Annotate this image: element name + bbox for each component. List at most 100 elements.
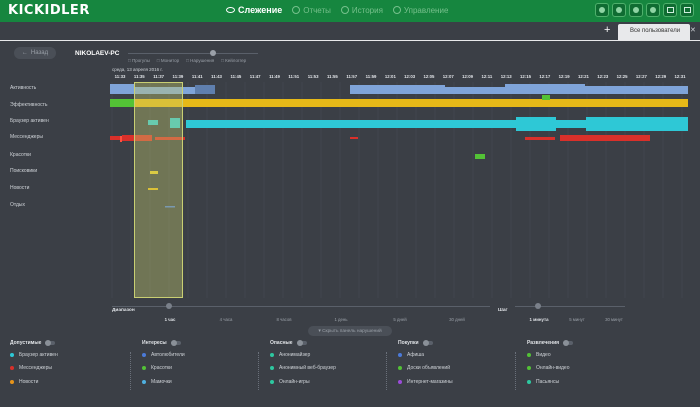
- row-label: Отдых: [10, 202, 26, 208]
- legend-item[interactable]: Видео: [527, 348, 573, 362]
- time-tick: 11:37: [153, 74, 164, 79]
- legend-color-dot: [142, 379, 146, 384]
- time-selection[interactable]: [134, 82, 183, 298]
- legend-color-dot: [527, 379, 531, 384]
- legend-item[interactable]: Красотки: [142, 362, 185, 376]
- circle-button-1[interactable]: [595, 3, 609, 17]
- legend-item[interactable]: Анонимный веб-браузер: [270, 362, 336, 376]
- filter-violations[interactable]: Нарушения: [186, 58, 214, 63]
- legend-item[interactable]: Онлайн-видео: [527, 362, 573, 376]
- pc-name: NIKOLAEV-PC: [75, 50, 120, 57]
- legend-color-dot: [270, 352, 274, 357]
- legend-group-toggle[interactable]: [563, 340, 574, 346]
- browser-bar: [148, 120, 158, 125]
- filter-absence[interactable]: Прогулы: [128, 58, 150, 63]
- legend-item-label: Мамочки: [151, 378, 172, 385]
- top-bar: KICKIDLER Слежение Отчеты История Управл…: [0, 0, 700, 22]
- nav-management[interactable]: Управление: [392, 5, 448, 15]
- tab-all-users[interactable]: Все пользователи: [618, 24, 690, 40]
- legend-group-title: Допустимые: [10, 340, 42, 346]
- circle-button-2[interactable]: [612, 3, 626, 17]
- legend-item[interactable]: Новости: [10, 375, 58, 389]
- fullscreen-button[interactable]: [680, 3, 694, 17]
- legend-item[interactable]: Интернет-магазины: [398, 375, 453, 389]
- legend-item[interactable]: Пасьянсы: [527, 375, 573, 389]
- legend-item[interactable]: Онлайн-игры: [270, 375, 336, 389]
- legend-group-title: Развлечения: [527, 340, 560, 346]
- legend-item[interactable]: Анонимайзер: [270, 348, 336, 362]
- close-tab-icon[interactable]: ✕: [690, 27, 696, 34]
- messenger-bar: [350, 137, 358, 139]
- time-tick: 12:15: [520, 74, 532, 79]
- messenger-bar: [110, 136, 122, 140]
- circle-icon: [650, 7, 656, 13]
- legend-item[interactable]: Браузер активен: [10, 348, 58, 362]
- efficiency-bar: [110, 99, 135, 107]
- legend-group: Интересы Автолюбители Красотки Мамочки: [142, 338, 185, 389]
- filter-monitor[interactable]: Монитор: [157, 58, 179, 63]
- legend-item[interactable]: Автолюбители: [142, 348, 185, 362]
- violation-marker: [120, 136, 122, 142]
- step-knob[interactable]: [535, 303, 541, 309]
- legend-color-dot: [10, 352, 14, 357]
- legend-group-toggle[interactable]: [296, 340, 307, 346]
- step-tick-1m: 1 минута: [529, 317, 549, 322]
- time-tick: 12:27: [635, 74, 647, 79]
- legend-group-header: Интересы: [142, 338, 185, 348]
- legend-separator: [258, 352, 259, 390]
- time-tick: 11:45: [230, 74, 242, 79]
- back-button[interactable]: ← Назад: [14, 47, 56, 59]
- legend-item-label: Мессенджеры: [19, 365, 52, 372]
- row-label: Мессенджеры: [10, 134, 43, 140]
- legend-group-toggle[interactable]: [422, 340, 433, 346]
- browser-bar: [516, 117, 556, 131]
- legend-item[interactable]: Мамочки: [142, 375, 185, 389]
- step-label: Шаг: [498, 308, 508, 313]
- search-bar: [150, 171, 158, 174]
- legend-item[interactable]: Афиша: [398, 348, 453, 362]
- step-slider[interactable]: [515, 306, 625, 307]
- legend-group-toggle[interactable]: [170, 340, 181, 346]
- legend-item-label: Анонимный веб-браузер: [279, 365, 336, 372]
- chart-icon: [292, 6, 301, 14]
- legend-color-dot: [270, 379, 274, 384]
- nav-reports[interactable]: Отчеты: [292, 5, 331, 15]
- time-tick: 12:31: [674, 74, 686, 79]
- activity-bar: [585, 86, 688, 94]
- legend-item-label: Браузер активен: [19, 351, 58, 358]
- time-tick: 11:57: [346, 74, 358, 79]
- activity-bar: [505, 84, 585, 94]
- legend-item-label: Онлайн-игры: [279, 378, 310, 385]
- circle-icon: [616, 7, 622, 13]
- range-slider[interactable]: [112, 306, 490, 307]
- add-tab-button[interactable]: +: [604, 24, 611, 36]
- main-nav: Слежение Отчеты История Управление: [226, 5, 448, 15]
- activity-bar: [350, 85, 445, 94]
- legend-group-title: Интересы: [142, 340, 167, 346]
- range-knob[interactable]: [166, 303, 172, 309]
- row-label: Поисковики: [10, 168, 38, 174]
- beauties-bar: [475, 154, 485, 159]
- download-button[interactable]: [663, 3, 677, 17]
- time-tick: 11:33: [114, 74, 126, 79]
- legend-item-label: Красотки: [151, 365, 172, 372]
- range-tick-4h: 4 часа: [219, 317, 233, 322]
- time-tick: 12:11: [481, 74, 493, 79]
- legend-item[interactable]: Доски объявлений: [398, 362, 453, 376]
- nav-tracking[interactable]: Слежение: [226, 5, 282, 15]
- zoom-slider[interactable]: [128, 50, 258, 56]
- time-tick: 12:09: [462, 74, 474, 79]
- legend-item-label: Видео: [536, 351, 551, 358]
- row-label: Браузер активен: [10, 118, 49, 124]
- legend-item[interactable]: Мессенджеры: [10, 362, 58, 376]
- filter-row: Прогулы Монитор Нарушения Кейлоггер: [128, 58, 246, 63]
- nav-history[interactable]: История: [340, 5, 383, 15]
- time-tick: 11:53: [307, 74, 319, 79]
- circle-button-4[interactable]: [646, 3, 660, 17]
- hide-violations-panel-button[interactable]: ▾ Скрыть панель нарушений: [308, 326, 392, 336]
- slider-knob[interactable]: [210, 50, 216, 56]
- filter-keylogger[interactable]: Кейлоггер: [221, 58, 246, 63]
- time-tick: 12:29: [655, 74, 667, 79]
- legend-group-toggle[interactable]: [45, 340, 56, 346]
- circle-button-3[interactable]: [629, 3, 643, 17]
